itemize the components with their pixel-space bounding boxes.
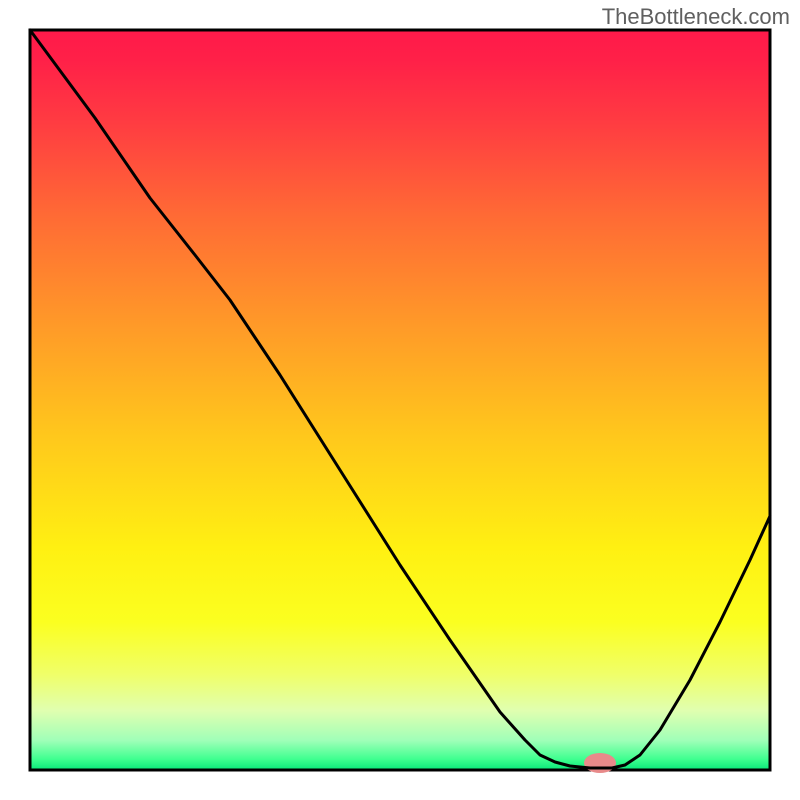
bottleneck-chart xyxy=(0,0,800,800)
watermark-text: TheBottleneck.com xyxy=(602,4,790,30)
plot-background xyxy=(30,30,770,770)
chart-svg xyxy=(0,0,800,800)
optimal-marker xyxy=(584,753,616,773)
